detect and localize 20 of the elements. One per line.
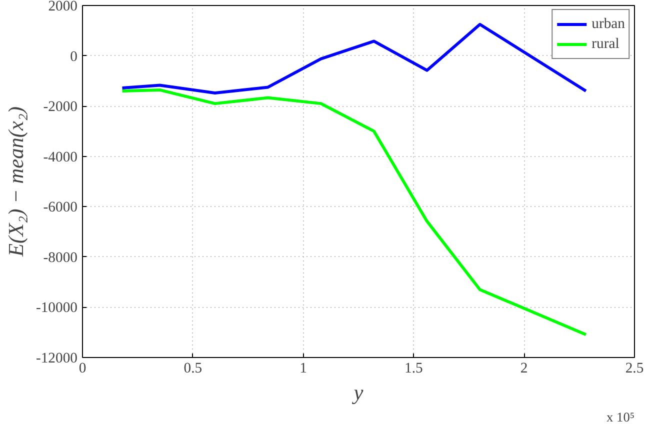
x-tick-label: 2.5 [625, 360, 644, 376]
y-tick-label: -4000 [43, 149, 78, 166]
y-tick-label: -10000 [36, 300, 78, 316]
y-tick-label: 0 [70, 48, 78, 65]
y-tick-label: -8000 [43, 250, 78, 266]
x-tick-label: 1 [300, 360, 307, 376]
legend-label: urban [592, 16, 625, 32]
legend-label: rural [592, 36, 620, 52]
x-axis-title: y [352, 380, 364, 404]
x-tick-label: 2 [520, 360, 528, 376]
x-tick-label: 1.5 [404, 360, 423, 376]
y-axis-title: E(X₂) − mean(x₂) [4, 106, 28, 258]
text: x 10⁵ [606, 410, 635, 424]
y-tick-label: -6000 [43, 200, 78, 216]
line-series [120, 88, 588, 336]
x-tick-label: 0.5 [184, 360, 202, 376]
y-tick-label: -12000 [36, 350, 78, 366]
y-tick-label: -2000 [43, 99, 78, 116]
line-series [120, 22, 588, 94]
y-tick-label: 2000 [48, 0, 78, 14]
